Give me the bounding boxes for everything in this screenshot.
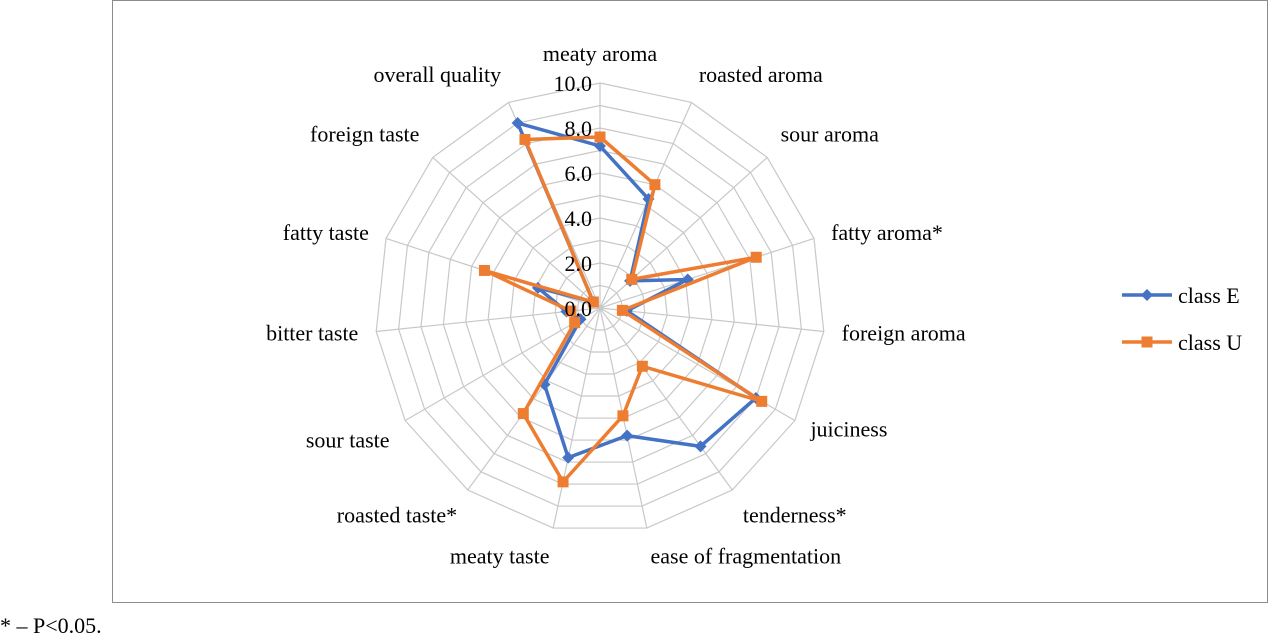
grid-spoke	[599, 307, 733, 491]
grid-ring	[420, 127, 780, 485]
r-tick-label: 2.0	[565, 251, 593, 276]
r-tick-label: 4.0	[565, 206, 593, 231]
data-point	[617, 410, 629, 422]
data-point	[519, 133, 531, 145]
data-point	[750, 251, 762, 263]
data-point	[626, 273, 638, 285]
r-tick-label: 6.0	[565, 161, 593, 186]
grid-spoke	[404, 307, 601, 422]
category-label: meaty aroma	[543, 41, 657, 66]
category-label: sour taste	[306, 428, 390, 453]
grid-spoke	[432, 156, 601, 309]
data-point	[694, 440, 707, 453]
data-point	[565, 305, 577, 317]
legend-marker	[1141, 289, 1153, 301]
grid-spoke	[599, 307, 824, 333]
grid-spoke	[552, 307, 601, 529]
grid-ring	[509, 217, 691, 397]
data-point	[562, 451, 575, 464]
series-class-u	[478, 131, 768, 488]
data-point	[616, 304, 628, 316]
r-tick-label: 0.0	[565, 296, 593, 321]
r-tick-label: 8.0	[565, 116, 593, 141]
data-point	[621, 429, 634, 442]
grid-ring	[397, 104, 803, 507]
category-label: roasted taste*	[337, 503, 457, 528]
category-label: roasted aroma	[699, 62, 823, 87]
data-point	[517, 408, 529, 420]
chart-area	[112, 0, 1268, 603]
data-point	[636, 360, 648, 372]
legend-item: class E	[1122, 283, 1240, 308]
grid-spoke	[467, 307, 601, 491]
legend-marker	[1141, 336, 1153, 348]
legend-label: class E	[1178, 283, 1240, 308]
grid-ring	[554, 262, 646, 353]
r-tick-label: 10.0	[554, 71, 593, 96]
category-label: meaty taste	[450, 544, 550, 569]
category-label: juiciness	[809, 417, 887, 442]
category-label: foreign aroma	[842, 320, 966, 345]
data-point	[594, 131, 606, 143]
category-label: tenderness*	[743, 503, 847, 528]
legend-item: class U	[1122, 330, 1242, 355]
radial-tick-labels: 0.0 2.0 4.0 6.0 8.0 10.0	[554, 71, 593, 321]
grid-spoke	[599, 237, 815, 309]
data-point	[594, 140, 606, 152]
category-label: fatty aroma*	[831, 220, 943, 245]
data-point	[478, 264, 490, 276]
category-labels: meaty aroma roasted aroma sour aroma fatty …	[266, 41, 966, 569]
significance-footnote: * – P<0.05.	[0, 613, 102, 638]
data-point	[756, 395, 768, 407]
category-label: foreign taste	[310, 121, 419, 146]
data-point	[649, 179, 661, 191]
grid-ring	[375, 82, 825, 529]
legend: class E class U	[1122, 283, 1242, 355]
category-label: bitter taste	[266, 320, 358, 345]
grid-ring	[442, 149, 758, 463]
grid-ring	[487, 194, 713, 419]
data-point	[511, 117, 524, 130]
radar-series	[478, 117, 768, 488]
data-point	[557, 476, 569, 488]
category-label: overall quality	[373, 62, 501, 87]
data-point	[569, 317, 581, 329]
category-label: ease of fragmentation	[651, 544, 842, 569]
series-line	[482, 135, 764, 484]
data-point	[587, 296, 599, 308]
category-label: fatty taste	[283, 220, 369, 245]
legend-label: class U	[1178, 330, 1242, 355]
category-label: sour aroma	[781, 121, 880, 146]
